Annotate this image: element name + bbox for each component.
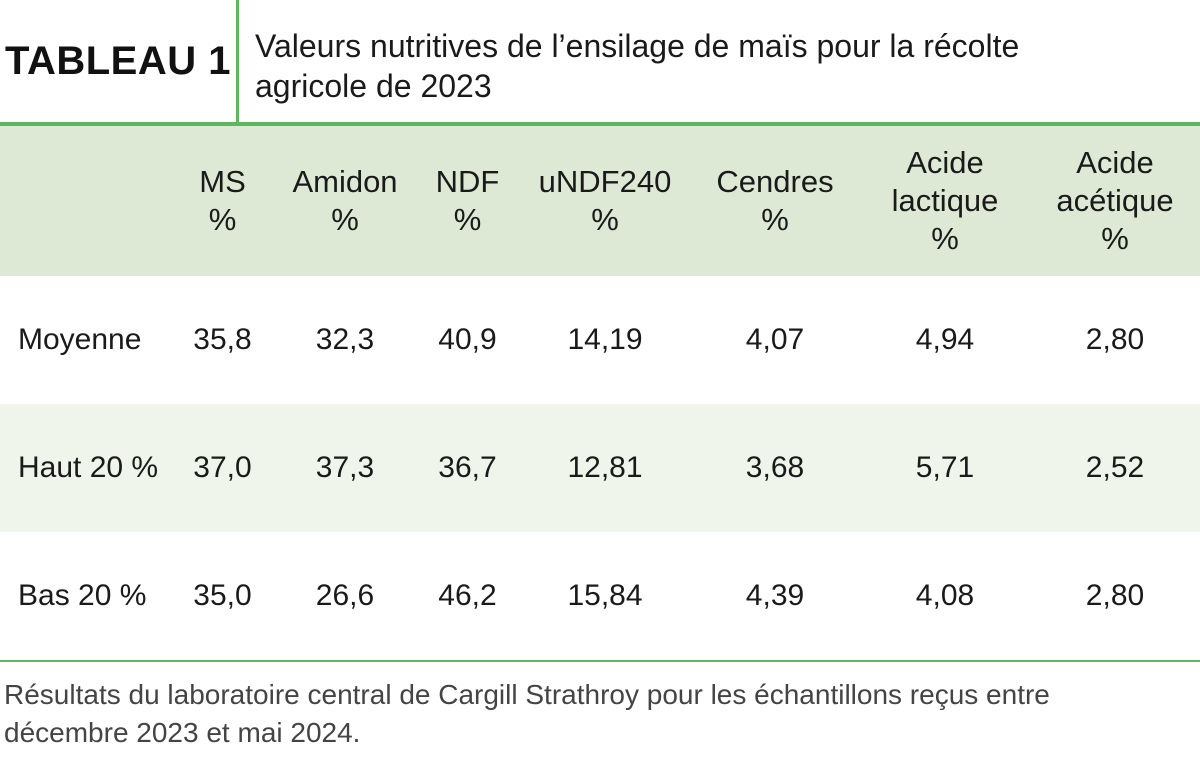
table-header-row: MS % Amidon % NDF % uNDF240 % Cendres: [0, 126, 1200, 276]
table-title-bar: TABLEAU 1 Valeurs nutritives de l’ensila…: [0, 0, 1200, 122]
table-cell: 14,19: [567, 323, 643, 356]
header-cell-empty: [0, 126, 170, 276]
header-cell-ms: MS %: [199, 164, 246, 237]
table-cell: 35,0: [193, 579, 252, 612]
table-cell: 37,0: [193, 451, 252, 484]
table-cell: 37,3: [315, 451, 375, 484]
table-cell: 26,6: [315, 579, 375, 612]
header-cell-amidon: Amidon %: [292, 164, 398, 237]
table-number-label: TABLEAU 1: [5, 38, 231, 83]
nutrition-table-container: MS % Amidon % NDF % uNDF240 % Cendres: [0, 122, 1200, 662]
header-cell-acide-acetique: Acide acétique %: [1056, 145, 1174, 256]
table-row-moyenne: Moyenne 35,8 32,3 40,9 14,19 4,07 4,94 2…: [0, 276, 1200, 404]
table-cell: 36,7: [438, 451, 497, 484]
header-cell-ndf: NDF %: [435, 164, 500, 237]
table-cell: 3,68: [745, 451, 805, 484]
table-title-line-1: Valeurs nutritives de l’ensilage de maïs…: [255, 28, 1020, 64]
table-cell: 15,84: [567, 579, 643, 612]
nutrition-table: MS % Amidon % NDF % uNDF240 % Cendres: [0, 126, 1200, 660]
table-row-bas-20: Bas 20 % 35,0 26,6 46,2 15,84 4,39 4,08 …: [0, 532, 1200, 660]
table-cell: 4,39: [745, 579, 805, 612]
table-cell: 2,80: [1085, 323, 1145, 356]
table-footnote: Résultats du laboratoire central de Carg…: [4, 676, 1194, 752]
table-cell: 46,2: [438, 579, 497, 612]
footnote-line-1: Résultats du laboratoire central de Carg…: [4, 679, 1050, 710]
table-cell: 2,52: [1085, 451, 1145, 484]
table-cell: 5,71: [915, 451, 975, 484]
row-label: Haut 20 %: [18, 451, 159, 484]
table-cell: 12,81: [567, 451, 643, 484]
header-cell-undf240: uNDF240 %: [538, 164, 672, 237]
table-cell: 32,3: [315, 323, 375, 356]
table-cell: 4,07: [745, 323, 805, 356]
row-label: Moyenne: [18, 323, 142, 356]
header-cell-cendres: Cendres %: [716, 164, 834, 237]
header-cell-acide-lactique: Acide lactique %: [891, 145, 999, 256]
table-cell: 4,94: [915, 323, 975, 356]
table-row-haut-20: Haut 20 % 37,0 37,3 36,7 12,81 3,68 5,71…: [0, 404, 1200, 532]
table-cell: 40,9: [438, 323, 497, 356]
table-cell: 2,80: [1085, 579, 1145, 612]
footnote-line-2: décembre 2023 et mai 2024.: [4, 717, 361, 748]
table-cell: 35,8: [193, 323, 252, 356]
title-divider: [236, 0, 239, 122]
row-label: Bas 20 %: [18, 579, 147, 612]
table-cell: 4,08: [915, 579, 975, 612]
table-title-line-2: agricole de 2023: [255, 68, 492, 104]
table-title: Valeurs nutritives de l’ensilage de maïs…: [255, 26, 1155, 106]
